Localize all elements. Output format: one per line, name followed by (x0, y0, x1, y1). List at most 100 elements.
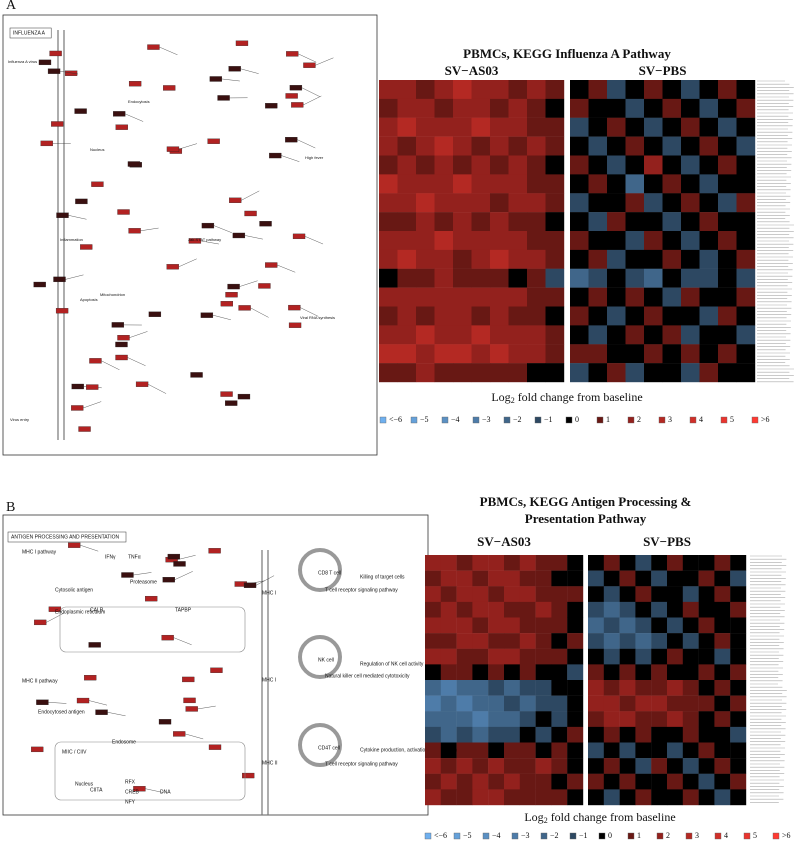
diagram-title: INFLUENZA A (13, 30, 46, 36)
heatmap-cell (504, 742, 520, 759)
heatmap-cell (681, 344, 700, 364)
heatmap-cell (681, 231, 700, 251)
heatmap-cell (662, 155, 682, 175)
heatmap-cell (603, 633, 620, 649)
heatmap-cell (453, 306, 472, 326)
heatmap-cell (736, 136, 756, 156)
legend-swatch (720, 416, 728, 424)
heatmap-cell (682, 742, 699, 759)
x-axis-label-part: 2 (511, 396, 515, 405)
heatmap-cell (504, 680, 520, 696)
heatmap-cell (567, 742, 584, 759)
heatmap-cell (714, 789, 731, 806)
gene-node (68, 542, 81, 548)
heatmap-cell (625, 80, 645, 100)
heatmap-cell (644, 117, 663, 137)
diagram-text: MIIC / CIIV (62, 749, 87, 755)
x-axis-label-part: Log (491, 390, 510, 404)
heatmap-cell (416, 212, 435, 232)
heatmap-cell (535, 711, 552, 728)
diagram-text: Jak-STAT pathway (188, 237, 221, 242)
heatmap-cell (416, 325, 435, 345)
gene-node (53, 276, 66, 283)
heatmap-cell (545, 136, 565, 156)
heatmap-cell (644, 193, 663, 213)
heatmap-cell (397, 136, 417, 156)
heatmap-cell (588, 648, 604, 665)
heatmap-cell (379, 231, 398, 251)
heatmap-cell (545, 117, 565, 137)
diagram-title: ANTIGEN PROCESSING AND PRESENTATION (11, 534, 120, 540)
gene-node (95, 709, 108, 715)
heatmap-cell (635, 601, 652, 618)
heatmap-cell (490, 98, 509, 118)
group-label: SV−AS03 (445, 63, 499, 78)
heatmap-cell (619, 617, 636, 634)
heatmap-cell (508, 231, 528, 251)
heatmap-cell (416, 268, 435, 288)
heatmap-cell (625, 344, 645, 364)
x-axis-label-part: 2 (544, 816, 548, 825)
heatmap-cell (718, 98, 737, 118)
gene-node (166, 146, 180, 152)
heatmap-cell (488, 711, 505, 728)
heatmap-cell (453, 344, 472, 364)
heatmap-cell (588, 98, 608, 118)
heatmap-cell (551, 633, 568, 649)
heatmap-cell (456, 664, 473, 681)
heatmap-cell (607, 344, 626, 364)
heatmap-cell (545, 344, 565, 364)
heatmap-cell (567, 695, 584, 712)
gene-node (147, 44, 160, 50)
heatmap-cell (434, 117, 454, 137)
heatmap-cell (551, 711, 568, 728)
heatmap-cell (527, 155, 546, 175)
heatmap-cell (662, 363, 682, 383)
heatmap-cell (551, 758, 568, 774)
heatmap-cell (698, 726, 715, 743)
heatmap-cell (588, 249, 608, 269)
heatmap-cell (504, 633, 520, 649)
heatmap-cell (619, 664, 636, 681)
heatmap-cell (535, 570, 552, 587)
arrow (65, 274, 84, 280)
diagram-text: CD4T cell (318, 745, 340, 751)
heatmap-cell (644, 212, 663, 232)
heatmap-cell (508, 344, 528, 364)
heatmap-cell (379, 80, 398, 100)
heatmap-cell (619, 773, 636, 790)
heatmap-cell (456, 648, 473, 665)
heatmap-cell (416, 174, 435, 194)
heatmap-cell (551, 695, 568, 712)
compartment (59, 606, 246, 653)
gene-node (71, 405, 84, 411)
heatmap-cell (570, 325, 589, 345)
heatmap-cell (644, 268, 663, 288)
heatmap-cell (651, 758, 668, 774)
heatmap-cell (490, 344, 509, 364)
gene-node (285, 93, 298, 99)
heatmap-cell (471, 231, 491, 251)
heatmap-cell (471, 136, 491, 156)
heatmap-cell (453, 155, 472, 175)
gene-node (227, 283, 240, 290)
heatmap-cell (379, 193, 398, 213)
heatmap-cell (714, 601, 731, 618)
heatmap-cell (570, 231, 589, 251)
arrow (145, 788, 164, 793)
heatmap-cell (714, 555, 731, 571)
heatmap-cell (651, 586, 668, 603)
legend-swatch (689, 416, 697, 424)
heatmap-cell (504, 664, 520, 681)
heatmap-cell (488, 617, 505, 634)
legend-swatch (714, 832, 722, 840)
heatmap-cell (440, 711, 457, 728)
heatmap-title: PBMCs, KEGG Influenza A Pathway (463, 46, 671, 61)
heatmap-cell (527, 231, 546, 251)
gene-node (288, 304, 301, 311)
gene-node (31, 746, 44, 753)
heatmap-cell (588, 711, 604, 728)
heatmap-cell (508, 174, 528, 194)
arrow (241, 190, 260, 201)
heatmap-cell (698, 773, 715, 790)
